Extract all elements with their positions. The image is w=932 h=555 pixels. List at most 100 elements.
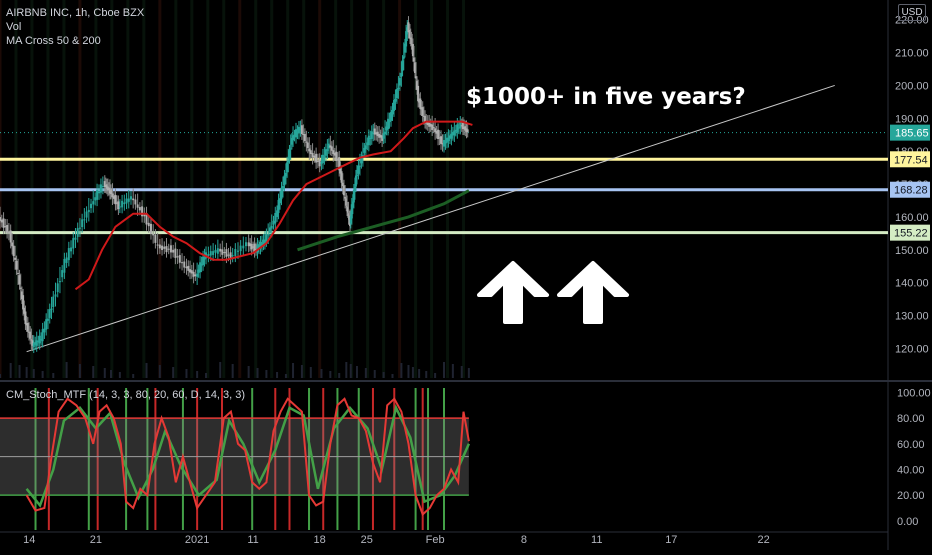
time-tick-label: 11	[247, 534, 258, 546]
volume-bar	[247, 366, 250, 378]
candle-body	[300, 125, 303, 134]
candle-body	[199, 262, 202, 273]
candle-body	[231, 255, 234, 257]
candle-body	[37, 340, 40, 342]
candle-body	[58, 281, 61, 283]
candle-body	[123, 202, 126, 205]
candle-body	[200, 263, 203, 266]
candle-body	[422, 115, 425, 117]
chart-annotation: $1000+ in five years?	[466, 84, 746, 110]
candle-body	[19, 287, 22, 289]
candle-body	[31, 340, 34, 346]
candle-body	[360, 156, 363, 164]
volume-bar	[110, 370, 112, 378]
candle-body	[78, 227, 81, 229]
candle-body	[67, 248, 70, 261]
stoch-tick-label: 60.00	[897, 439, 925, 451]
candle-body	[463, 126, 466, 130]
candle-body	[408, 29, 411, 39]
candle-body	[96, 189, 99, 200]
candle-body	[22, 295, 25, 310]
candle-body	[364, 145, 367, 150]
candle-body	[219, 248, 222, 252]
volume-bar	[407, 365, 410, 378]
candle-body	[45, 319, 48, 330]
volume-bar	[364, 368, 367, 378]
candle-body	[129, 196, 132, 200]
candle-body	[253, 243, 256, 252]
level-badge	[890, 181, 930, 198]
stoch-tick-label: 80.00	[897, 413, 925, 425]
candle-body	[411, 44, 414, 57]
volume-bar	[78, 364, 81, 378]
candle-body	[252, 246, 255, 248]
candle-body	[81, 219, 84, 228]
candle-body	[451, 132, 454, 136]
candle-body	[401, 60, 404, 71]
volume-bar	[320, 369, 323, 378]
candle-body	[355, 174, 358, 177]
time-tick-label: 22	[758, 534, 770, 546]
candle-body	[345, 198, 348, 206]
candle-body	[38, 335, 41, 344]
candle-body	[450, 133, 453, 139]
candle-body	[464, 126, 467, 131]
candle-body	[308, 148, 311, 152]
candle-body	[415, 76, 418, 79]
candle-body	[259, 241, 262, 249]
trend-line	[26, 84, 835, 353]
candle-body	[138, 207, 141, 211]
candle-body	[30, 339, 33, 341]
candle-body	[438, 137, 441, 139]
candle-body	[305, 141, 308, 143]
candle-body	[429, 123, 432, 127]
candle-body	[165, 246, 168, 253]
volume-bar	[345, 362, 348, 378]
volume-bar	[158, 365, 161, 378]
candle-body	[105, 184, 108, 189]
candle-body	[406, 27, 409, 35]
price-tick-label: 140.00	[895, 278, 929, 290]
candle-body	[454, 129, 457, 132]
candle-body	[87, 209, 90, 213]
candle-body	[202, 256, 205, 265]
candle-body	[103, 181, 106, 188]
symbol-title: AIRBNB INC, 1h, Cboe BZX	[6, 7, 145, 19]
volume-bar	[309, 367, 312, 378]
ma50-line	[74, 120, 473, 291]
candle-body	[72, 238, 75, 249]
candle-body	[288, 150, 291, 159]
volume-bar	[284, 374, 287, 378]
candle-body	[260, 243, 263, 246]
volume-bar	[467, 368, 470, 378]
candle-body	[17, 272, 20, 274]
candle-body	[378, 133, 381, 138]
candle-body	[277, 199, 280, 213]
candle-body	[192, 271, 195, 277]
candle-body	[61, 270, 64, 278]
candle-body	[276, 210, 279, 217]
candle-body	[434, 128, 437, 133]
candle-body	[339, 168, 342, 174]
candle-body	[384, 131, 387, 135]
level-badge-label: 168.28	[894, 185, 928, 197]
candle-body	[169, 245, 172, 253]
candle-body	[419, 98, 422, 109]
candle-body	[268, 227, 271, 233]
candle-body	[413, 62, 416, 73]
candle-body	[320, 162, 323, 164]
candle-body	[323, 156, 326, 158]
candle-body	[158, 244, 161, 249]
candle-body	[306, 142, 309, 149]
currency-button[interactable]: USD	[898, 4, 926, 21]
candle-body	[101, 186, 104, 188]
candle-body	[292, 135, 295, 141]
volume-bar	[205, 373, 208, 378]
candle-body	[407, 22, 410, 33]
candle-body	[244, 242, 247, 247]
candle-body	[354, 175, 357, 187]
candle-body	[335, 151, 338, 161]
candle-body	[440, 136, 443, 144]
candle-body	[303, 133, 306, 142]
